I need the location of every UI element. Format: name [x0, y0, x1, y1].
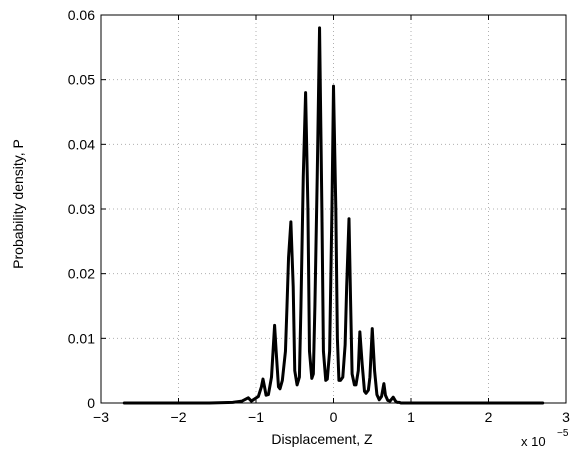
x-axis-exponent-power: −5 [557, 428, 569, 439]
series-line [122, 26, 545, 405]
x-tick-label: −2 [171, 409, 187, 425]
x-axis-exponent: x 10 [521, 434, 546, 449]
y-tick-label: 0.06 [68, 7, 95, 23]
y-tick-label: 0.03 [68, 201, 95, 217]
axes [100, 14, 567, 404]
x-axis-label: Displacement, Z [271, 431, 373, 447]
x-tick-label: 1 [407, 409, 415, 425]
x-tick-label: 2 [485, 409, 493, 425]
x-tick-label: −3 [93, 409, 109, 425]
y-tick-label: 0.01 [68, 330, 95, 346]
x-tick-label: 0 [330, 409, 338, 425]
y-tick-label: 0 [87, 395, 95, 411]
y-tick-label: 0.02 [68, 266, 95, 282]
y-tick-label: 0.05 [68, 72, 95, 88]
y-axis-label: Probability density, P [10, 139, 26, 269]
x-tick-label: 3 [562, 409, 570, 425]
grid [101, 15, 566, 403]
y-tick-label: 0.04 [68, 136, 95, 152]
plot-line [122, 26, 545, 405]
x-tick-label: −1 [248, 409, 264, 425]
